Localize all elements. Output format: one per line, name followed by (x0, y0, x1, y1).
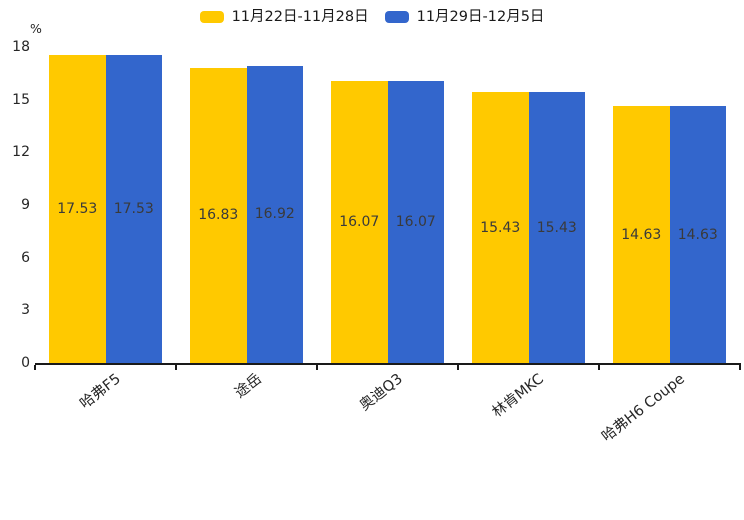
legend-swatch-yellow-icon (199, 11, 224, 23)
legend-label-week1: 11月22日-11月28日 (231, 9, 369, 25)
bar-week1-3[interactable] (331, 80, 388, 363)
y-axis-tick-label: 9 (21, 197, 30, 213)
y-axis-tick-label: 18 (12, 39, 30, 55)
bar-week1-1[interactable] (49, 55, 106, 363)
legend-label-week2: 11月29日-12月5日 (416, 9, 545, 25)
chart-legend: 11月22日-11月28日 11月29日-12月5日 (0, 8, 744, 26)
y-axis-tick-label: 15 (12, 91, 30, 108)
x-axis-tick-mark (598, 365, 600, 370)
legend-swatch-blue-icon (384, 11, 409, 23)
x-axis-tick-mark (739, 365, 741, 370)
bar-week2-5[interactable] (669, 106, 726, 363)
legend-item-week1[interactable]: 11月22日-11月28日 (199, 8, 369, 26)
bar-chart: 11月22日-11月28日 11月29日-12月5日 % 0 3 6 9 12 15 18 1… (0, 8, 744, 445)
x-axis-tick-mark (175, 365, 177, 370)
bar-value-label: 16.92 (254, 206, 295, 223)
y-axis-tick-label: 3 (21, 302, 30, 319)
bar-week1-5[interactable] (613, 106, 670, 363)
bar-value-label: 16.07 (339, 213, 380, 230)
bar-week1-4[interactable] (472, 92, 529, 363)
bar-value-label: 16.07 (395, 213, 436, 230)
bar-value-label: 14.63 (677, 226, 718, 243)
bar-value-label: 17.53 (113, 201, 154, 218)
bar-value-label: 15.43 (480, 219, 521, 236)
y-axis-tick-label: 0 (21, 355, 30, 371)
bar-week2-2[interactable] (246, 65, 303, 363)
x-axis-tick-mark (457, 365, 459, 370)
y-axis-tick-label: 6 (21, 249, 30, 266)
bar-week1-2[interactable] (190, 67, 247, 363)
legend-item-week2[interactable]: 11月29日-12月5日 (384, 8, 545, 26)
bar-value-label: 16.83 (198, 207, 239, 224)
bar-value-label: 15.43 (536, 219, 577, 236)
y-axis-unit-label: % (30, 21, 42, 36)
bar-value-label: 17.53 (57, 201, 98, 218)
bar-value-label: 14.63 (621, 226, 662, 243)
x-axis-tick-mark (34, 365, 36, 370)
bar-week2-3[interactable] (387, 80, 444, 363)
y-axis-tick-label: 12 (12, 144, 30, 161)
bar-week2-1[interactable] (105, 55, 162, 363)
x-axis-tick-mark (316, 365, 318, 370)
x-axis-line (35, 363, 741, 365)
bar-week2-4[interactable] (528, 92, 585, 363)
